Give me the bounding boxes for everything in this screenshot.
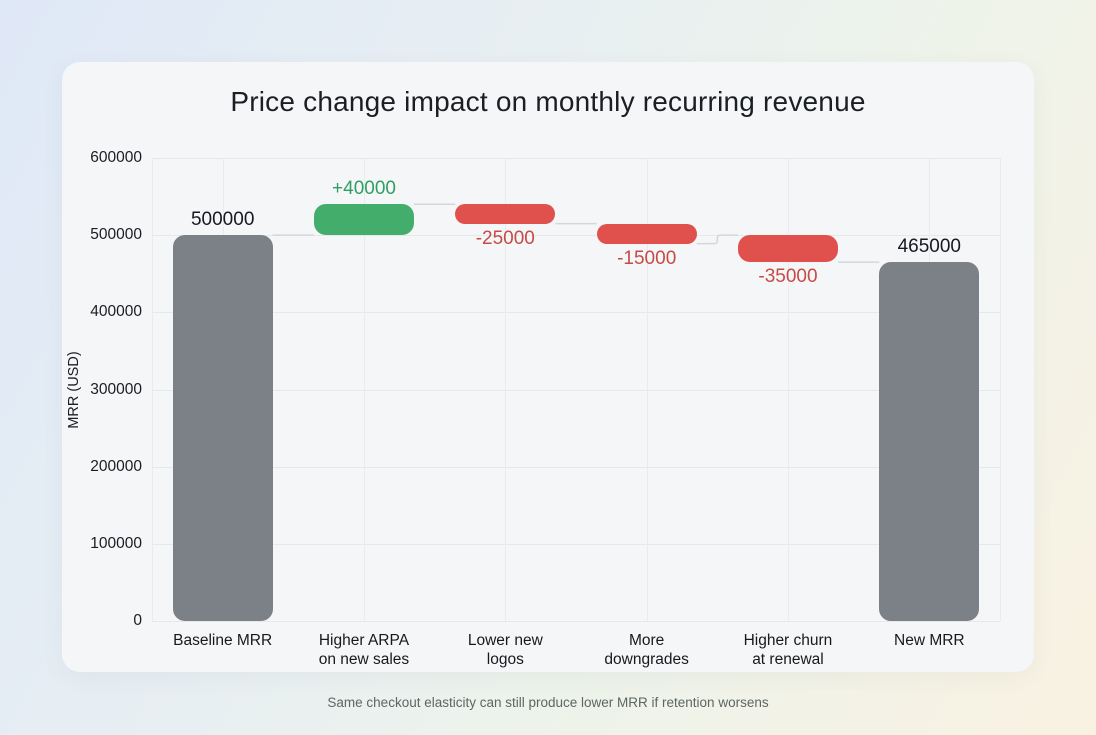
y-tick-label: 300000 bbox=[90, 380, 142, 398]
x-axis-label: Lower new logos bbox=[467, 632, 543, 668]
x-axis-label: More downgrades bbox=[604, 632, 689, 668]
gridline-h bbox=[152, 389, 1000, 391]
gridline-h bbox=[152, 235, 1000, 237]
chart-caption: Same checkout elasticity can still produ… bbox=[327, 695, 769, 710]
bar-value-label: -25000 bbox=[475, 228, 535, 250]
chart-card: Price change impact on monthly recurring… bbox=[62, 62, 1034, 672]
waterfall-bar-2 bbox=[314, 204, 414, 236]
gridline-h bbox=[152, 543, 1000, 545]
y-tick-label: 400000 bbox=[90, 303, 142, 321]
x-axis-label: Baseline MRR bbox=[173, 632, 273, 649]
gridline-v bbox=[788, 158, 789, 621]
gridline-v bbox=[1000, 158, 1001, 621]
x-axis-label: Higher churn at renewal bbox=[743, 632, 833, 668]
gridline-h bbox=[152, 312, 1000, 314]
y-axis-title: MRR (USD) bbox=[66, 350, 82, 429]
gridline-v bbox=[152, 158, 153, 621]
gridline-h bbox=[152, 158, 1000, 159]
waterfall-bar-5 bbox=[738, 235, 838, 263]
y-tick-label: 600000 bbox=[90, 149, 142, 166]
x-axis-label: Higher ARPA on new sales bbox=[318, 632, 410, 668]
gridline-h bbox=[152, 466, 1000, 468]
gridline-v bbox=[646, 158, 648, 621]
bar-value-label: -35000 bbox=[758, 266, 818, 288]
plot-area: 0 100000 200000 300000 400000 500000 600000 MRR… bbox=[62, 62, 1034, 672]
gridline-v bbox=[505, 158, 507, 621]
waterfall-bar-3 bbox=[455, 204, 556, 225]
bar-value-label: +40000 bbox=[332, 178, 396, 200]
y-tick-label: 0 bbox=[133, 612, 142, 629]
connector-line bbox=[696, 234, 738, 245]
chart-title: Price change impact on monthly recurring… bbox=[230, 86, 866, 117]
y-tick-label: 100000 bbox=[90, 534, 142, 552]
x-axis-label: New MRR bbox=[894, 632, 965, 649]
bar-value-label: 500000 bbox=[190, 209, 255, 231]
gridline-h bbox=[152, 621, 1000, 622]
y-tick-label: 200000 bbox=[90, 457, 142, 475]
waterfall-bar-1 bbox=[172, 235, 273, 621]
gridline-v bbox=[364, 158, 365, 621]
waterfall-bar-4 bbox=[596, 223, 697, 244]
bar-value-label: 465000 bbox=[897, 236, 961, 258]
bar-value-label: -15000 bbox=[617, 247, 677, 269]
y-tick-label: 500000 bbox=[90, 226, 142, 244]
waterfall-bar-6 bbox=[879, 262, 980, 621]
